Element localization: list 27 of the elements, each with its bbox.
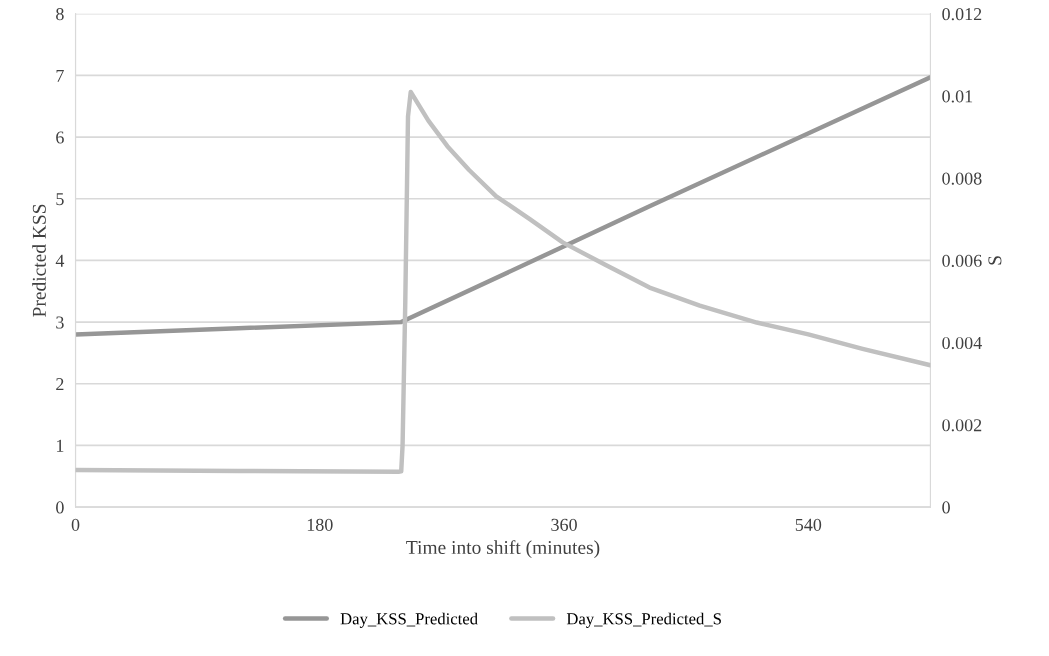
y-tick-label: 2 — [56, 378, 64, 391]
line-series — [75, 89, 931, 474]
y2-tick-label: 0.01 — [942, 90, 973, 103]
y-tick-label: 1 — [56, 439, 64, 452]
y2-tick-label: 0.008 — [942, 172, 982, 185]
y2-tick-label: 0 — [942, 501, 950, 514]
x-tick-label: 180 — [307, 518, 333, 531]
y-tick-label: 3 — [56, 316, 64, 329]
y-tick-label: 0 — [56, 501, 64, 514]
x-axis-title: Time into shift (minutes) — [406, 540, 600, 558]
y-tick-label: 4 — [55, 254, 65, 267]
y2-tick-label: 0.006 — [942, 254, 982, 267]
y-tick-label: 6 — [56, 131, 64, 144]
y-tick-label: 5 — [56, 193, 64, 206]
x-tick-label: 540 — [795, 518, 822, 531]
y2-tick-label: 0.004 — [942, 336, 982, 350]
x-tick-label: 360 — [551, 518, 577, 531]
line-series — [75, 75, 931, 337]
y2-axis-title: S — [988, 256, 1002, 265]
y2-tick-label: 0.012 — [942, 8, 982, 21]
legend-label: Day_KSS_Predicted_S — [566, 612, 721, 628]
x-tick-label: 0 — [71, 518, 80, 531]
legend-label: Day_KSS_Predicted — [340, 612, 478, 628]
y-axis-title: Predicted KSS — [32, 204, 46, 317]
y2-tick-label: 0.002 — [942, 419, 982, 432]
y-tick-label: 7 — [56, 69, 64, 82]
y-tick-label: 8 — [56, 8, 64, 21]
